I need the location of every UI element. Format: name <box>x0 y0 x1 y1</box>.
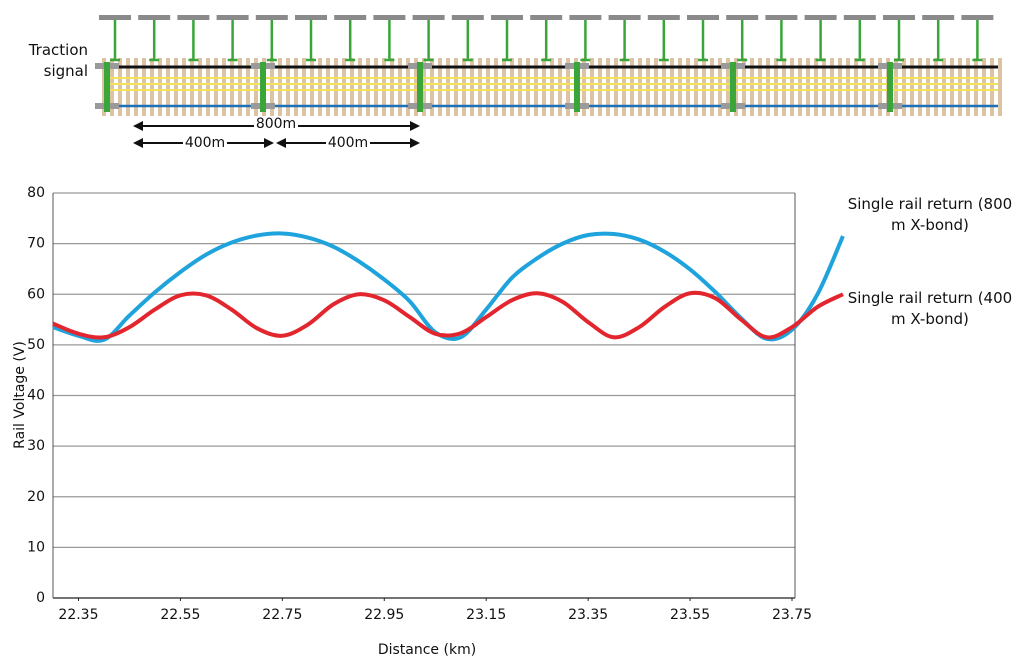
span-label: 800m <box>256 116 296 132</box>
pole-cap <box>687 15 719 20</box>
x-bond <box>104 62 110 112</box>
signal-label: Traction signal <box>0 40 88 82</box>
span-label: 400m <box>185 135 225 151</box>
x-bond <box>417 62 423 112</box>
pole-cap <box>609 15 641 20</box>
pole-cap <box>99 15 131 20</box>
x-bond <box>730 62 736 112</box>
pole-cap <box>805 15 837 20</box>
pole-cap <box>922 15 954 20</box>
pole-cap <box>295 15 327 20</box>
x-tick-label: 23.35 <box>568 607 608 623</box>
x-tick-label: 23.15 <box>466 607 506 623</box>
y-tick-label: 30 <box>27 438 45 454</box>
series-line <box>53 233 843 340</box>
span-label: 400m <box>328 135 368 151</box>
y-tick-label: 20 <box>27 489 45 505</box>
pole-cap <box>138 15 170 20</box>
pole-cap <box>765 15 797 20</box>
y-tick-label: 50 <box>27 337 45 353</box>
legend-label: Single rail return (800 m X-bond) <box>846 194 1014 236</box>
x-tick-label: 22.75 <box>262 607 302 623</box>
arrow-head <box>410 121 420 131</box>
pole-cap <box>373 15 405 20</box>
arrow-head <box>264 138 274 148</box>
y-tick-label: 60 <box>27 286 45 302</box>
sleeper <box>998 58 1002 116</box>
x-tick-label: 22.35 <box>58 607 98 623</box>
y-tick-label: 70 <box>27 236 45 252</box>
x-tick-label: 23.55 <box>670 607 710 623</box>
x-axis-label: Distance (km) <box>378 642 476 658</box>
x-bond <box>574 62 580 112</box>
arrow-head <box>133 138 143 148</box>
arrow-head <box>410 138 420 148</box>
chart: 800m 400m 400m Distance (km) Rail Voltage … <box>0 0 1016 666</box>
y-tick-label: 10 <box>27 539 45 555</box>
pole-cap <box>491 15 523 20</box>
y-tick-label: 0 <box>36 590 45 606</box>
pole-cap <box>883 15 915 20</box>
y-axis-label: Rail Voltage (V) <box>12 341 28 449</box>
arrow-head <box>133 121 143 131</box>
pole-cap <box>530 15 562 20</box>
pole-cap <box>452 15 484 20</box>
pole-cap <box>569 15 601 20</box>
y-tick-label: 80 <box>27 185 45 201</box>
x-tick-label: 23.75 <box>772 607 812 623</box>
x-tick-label: 22.55 <box>160 607 200 623</box>
pole-cap <box>844 15 876 20</box>
y-tick-label: 40 <box>27 388 45 404</box>
pole-cap <box>334 15 366 20</box>
pole-cap <box>256 15 288 20</box>
pole-cap <box>413 15 445 20</box>
pole-cap <box>961 15 993 20</box>
pole-cap <box>177 15 209 20</box>
legend-label: Single rail return (400 m X-bond) <box>846 288 1014 330</box>
x-tick-label: 22.95 <box>364 607 404 623</box>
x-bond <box>260 62 266 112</box>
page: 800m 400m 400m Distance (km) Rail Voltage … <box>0 0 1016 666</box>
x-bond <box>887 62 893 112</box>
arrow-head <box>276 138 286 148</box>
track-diagram: 800m 400m 400m <box>95 15 1002 151</box>
pole-cap <box>217 15 249 20</box>
pole-cap <box>726 15 758 20</box>
pole-cap <box>648 15 680 20</box>
